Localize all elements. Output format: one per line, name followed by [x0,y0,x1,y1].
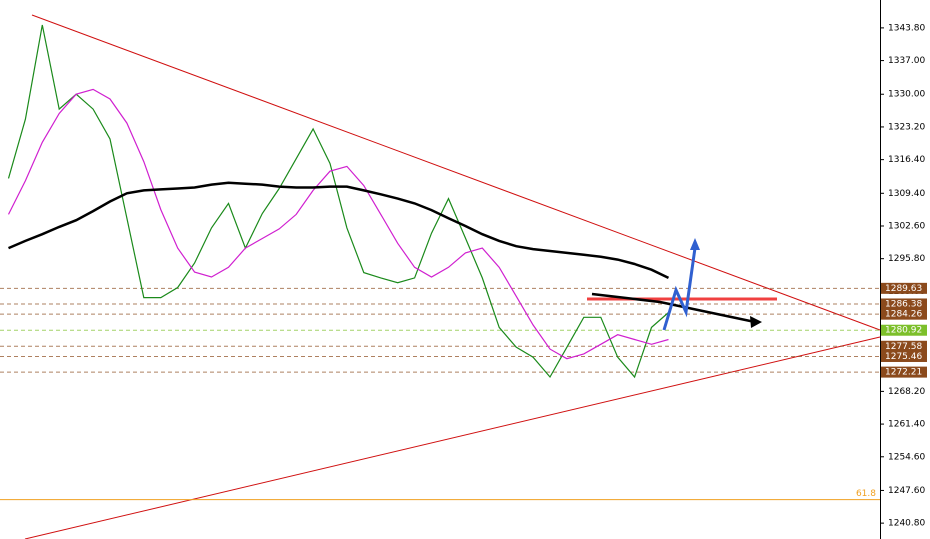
price-level-tag [881,308,927,320]
y-tick-label: 1268.20 [888,387,925,397]
y-tick-label: 1337.00 [888,56,925,66]
price-level-tag [881,366,927,378]
price-level-label: 1289.63 [885,284,922,294]
price-level-tag [881,324,927,336]
bearish-arrowhead [750,316,762,328]
y-tick-label: 1302.60 [888,221,925,231]
price-level-label: 1272.21 [885,368,922,378]
price-level-label: 1275.46 [885,352,922,362]
price-level-tag [881,350,927,362]
price-level-tag [881,298,927,310]
lower-trendline [24,336,881,539]
fibo-label: 61.8 [856,489,876,499]
bearish-path [591,292,756,324]
price-level-label: 1286.38 [885,299,922,309]
y-tick-label: 1309.40 [888,189,925,199]
bullish-arrowhead [690,238,700,250]
series-line [7,88,669,360]
y-tick-label: 1330.00 [888,90,925,100]
y-tick-label: 1323.20 [888,122,925,132]
series-line [7,24,669,379]
plot-layer: 61.8 [0,24,880,501]
y-tick-label: 1343.80 [888,23,925,33]
y-tick-label: 1247.60 [888,486,925,496]
price-level-label: 1284.26 [885,310,922,320]
y-tick-label: 1261.40 [888,420,925,430]
bullish-path [662,247,697,331]
price-level-label: 1277.58 [885,342,922,352]
upper-trendline [31,14,881,331]
price-level-label: 1280.92 [885,326,922,336]
y-tick-label: 1254.60 [888,452,925,462]
price-level-tag [881,282,927,294]
price-level-tag [881,340,927,352]
y-tick-label: 1295.80 [888,254,925,264]
y-tick-label: 1240.80 [888,519,925,529]
y-tick-label: 1316.40 [888,155,925,165]
series-line [8,181,670,280]
